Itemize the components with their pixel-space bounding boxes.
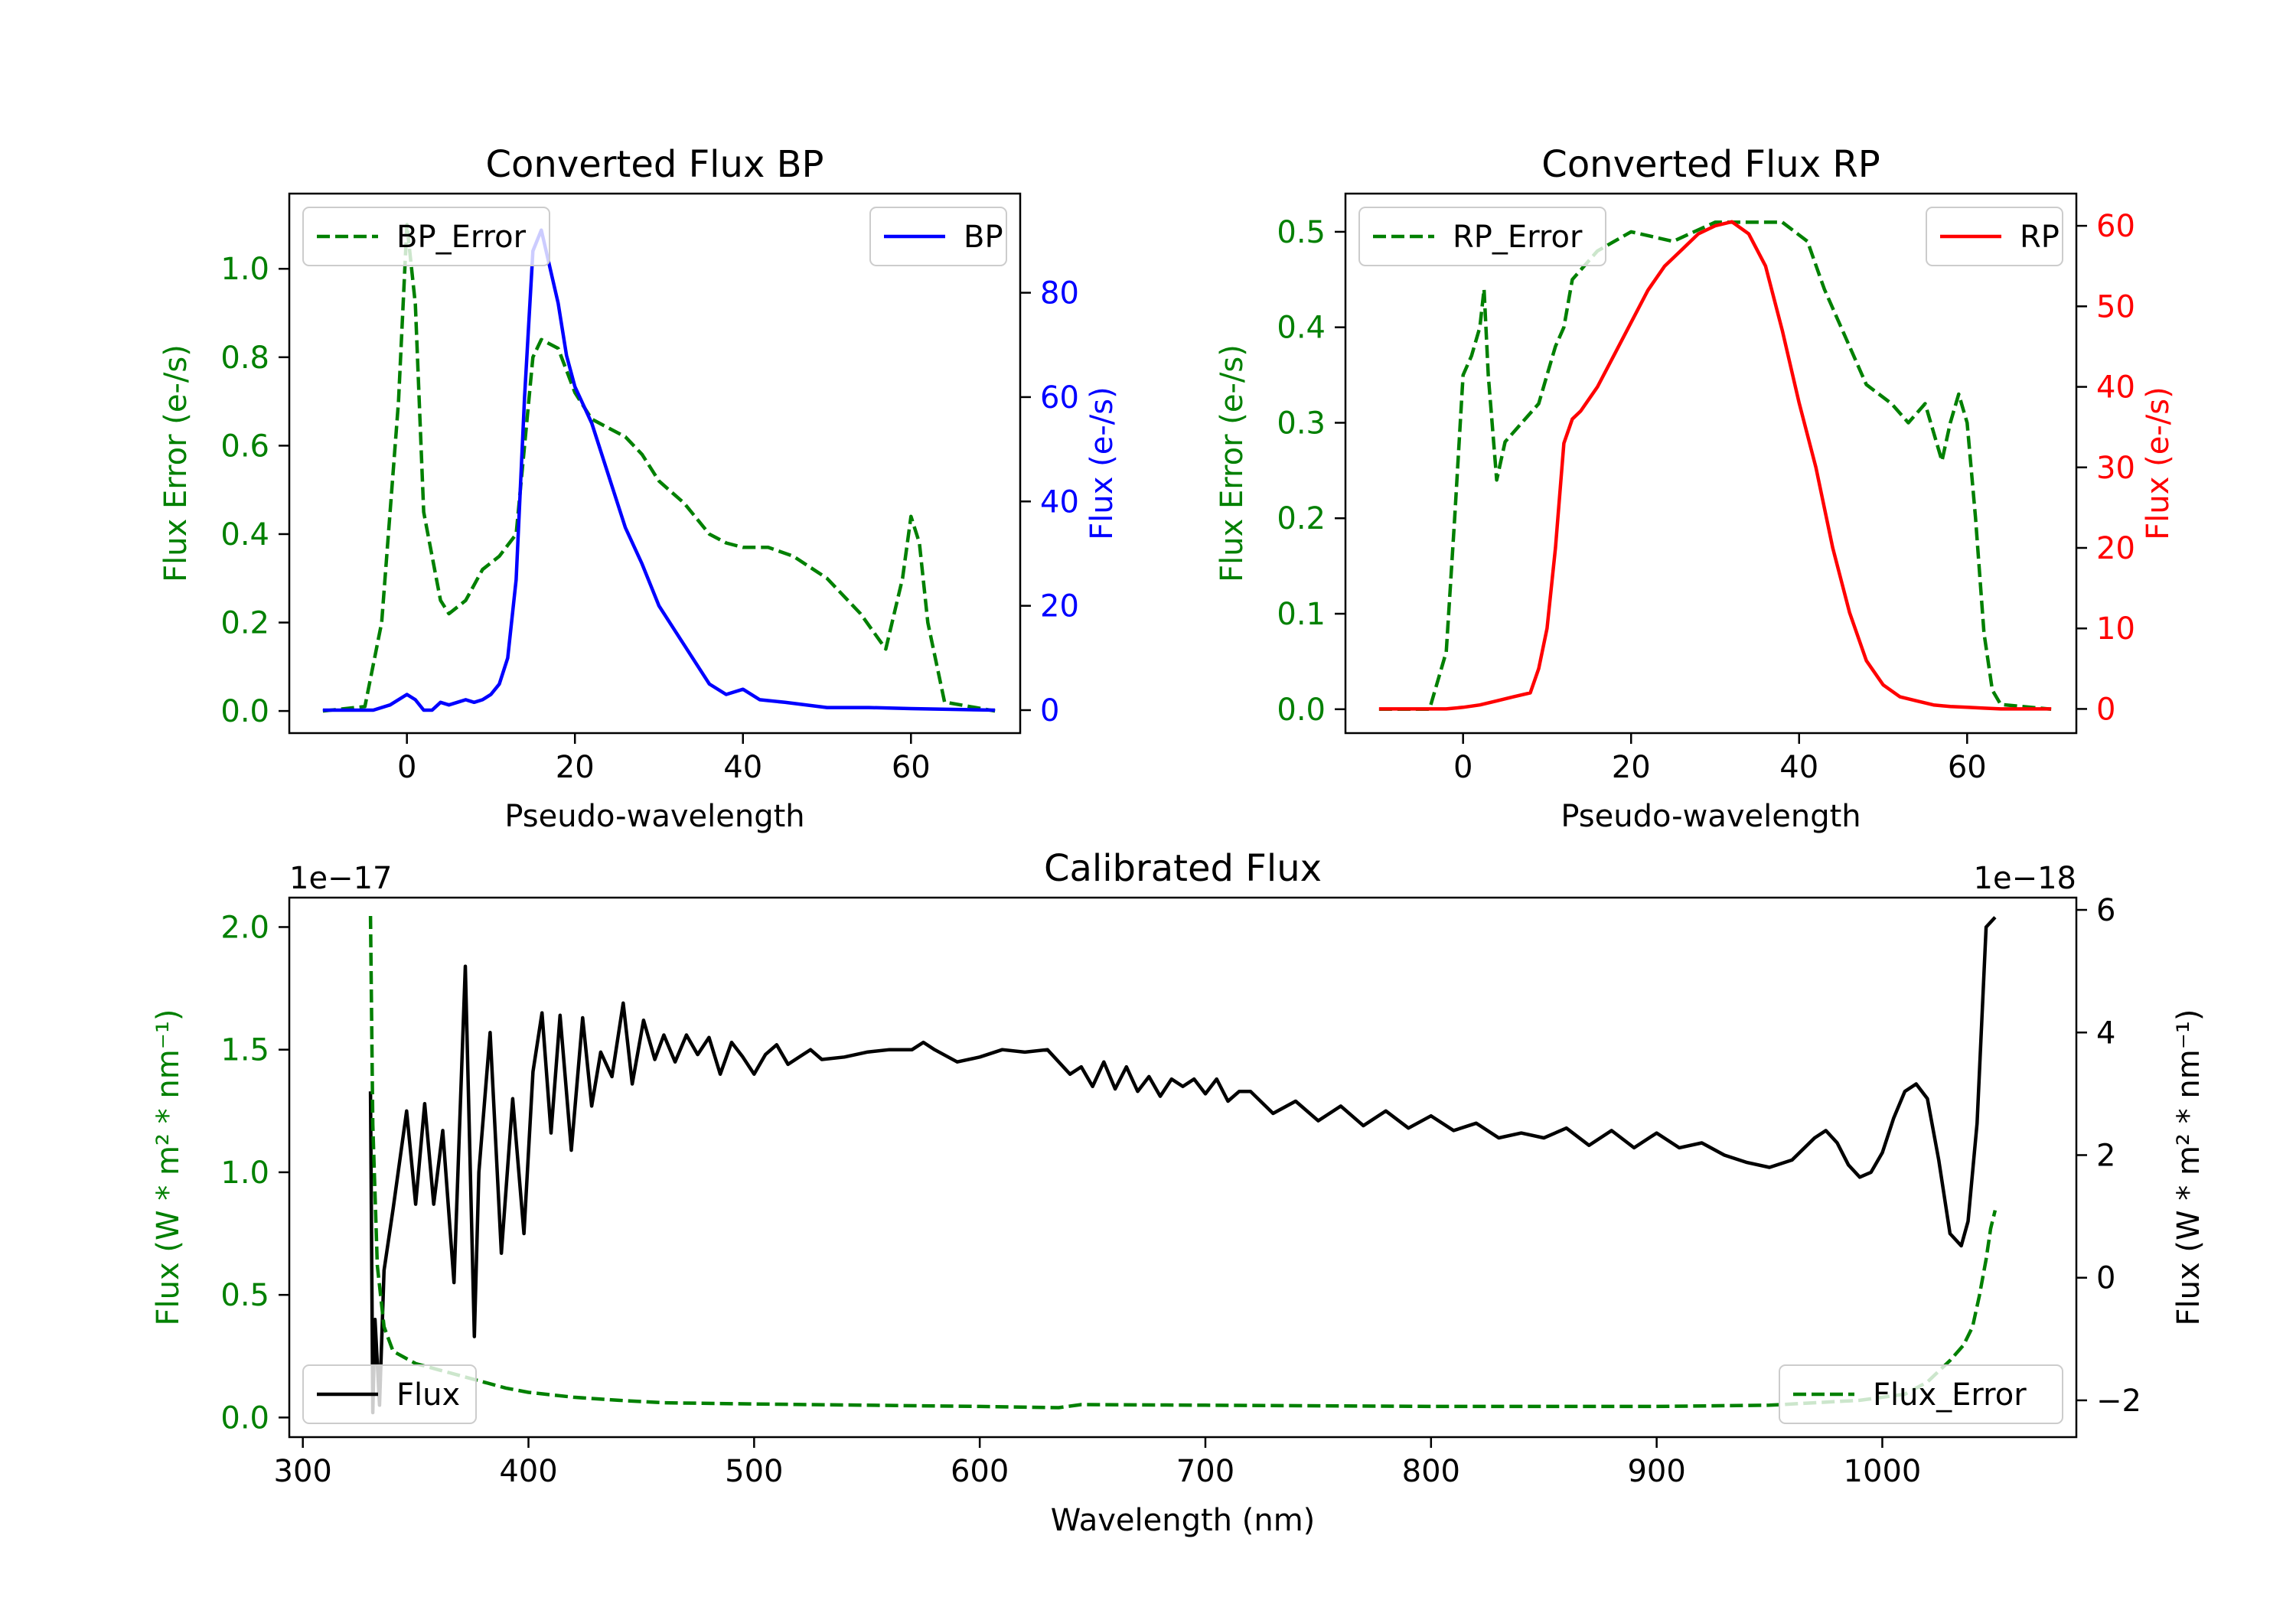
y-left-tick-label: 0.8 bbox=[220, 341, 269, 376]
y-left-tick-label: 0.4 bbox=[220, 517, 269, 553]
x-tick-label: 800 bbox=[1402, 1454, 1460, 1489]
series-line-flux bbox=[368, 916, 1997, 1415]
y-right-tick-label: 20 bbox=[1040, 589, 1079, 624]
x-tick-label: 20 bbox=[556, 750, 595, 785]
x-tick-label: 500 bbox=[725, 1454, 783, 1489]
x-axis-label: Pseudo-wavelength bbox=[504, 799, 804, 834]
chart-title: Converted Flux BP bbox=[486, 143, 824, 186]
series-line-rp bbox=[1378, 220, 2052, 711]
legend-box-left bbox=[302, 207, 550, 266]
y-left-tick-label: 1.5 bbox=[220, 1033, 269, 1068]
series-line-flux-error bbox=[368, 915, 1998, 1410]
y-right-tick-label: 0 bbox=[2096, 692, 2115, 727]
y-left-tick-label: 0.6 bbox=[220, 429, 269, 464]
chart-title: Calibrated Flux bbox=[1044, 847, 1322, 890]
y-left-axis-label: Flux Error (e-/s) bbox=[158, 344, 194, 582]
legend-box-left bbox=[302, 1364, 477, 1424]
plot-frame bbox=[1344, 192, 2078, 735]
y-right-tick-label: 60 bbox=[2096, 209, 2135, 244]
x-axis-label: Pseudo-wavelength bbox=[1561, 799, 1861, 834]
y-left-tick-label: 0.0 bbox=[220, 694, 269, 729]
x-tick-label: 60 bbox=[892, 750, 931, 785]
x-tick-label: 60 bbox=[1948, 750, 1987, 785]
y-left-tick-label: 0.1 bbox=[1277, 597, 1326, 632]
plot-frame bbox=[288, 192, 1022, 735]
x-tick-label: 900 bbox=[1627, 1454, 1685, 1489]
panel-converted-flux-rp: 0 20 40 60 0.0 0.1 0.2 0.3 0.4 0.5 0 10 20 30 40 50 60 Co… bbox=[1215, 143, 2176, 834]
legend-label-right: Flux_Error bbox=[1873, 1377, 2027, 1413]
y-left-tick-label: 0.0 bbox=[220, 1400, 269, 1436]
y-left-tick-label: 0.2 bbox=[220, 606, 269, 641]
y-left-axis-label: Flux Error (e-/s) bbox=[1215, 344, 1250, 582]
y-left-tick-label: 0.5 bbox=[1277, 215, 1326, 250]
legend-box-right bbox=[1779, 1364, 2063, 1424]
chart-title: Converted Flux RP bbox=[1541, 143, 1880, 186]
y-right-tick-label: 60 bbox=[1040, 380, 1079, 416]
x-tick-label: 400 bbox=[499, 1454, 557, 1489]
y-right-tick-label: 30 bbox=[2096, 451, 2135, 486]
y-left-tick-label: 0.5 bbox=[220, 1278, 269, 1313]
x-tick-label: 600 bbox=[951, 1454, 1009, 1489]
x-tick-label: 1000 bbox=[1844, 1454, 1922, 1489]
legend-label-left: BP_Error bbox=[396, 220, 527, 255]
legend-label-right: RP bbox=[2020, 220, 2060, 255]
series-line-rp-error bbox=[1378, 220, 2052, 712]
y-right-tick-label: 0 bbox=[1040, 693, 1059, 729]
y-right-tick-label: 40 bbox=[2096, 370, 2135, 406]
y-right-tick-label: 2 bbox=[2096, 1138, 2115, 1173]
panel-calibrated-flux: 300 400 500 600 700 800 900 1000 0.0 0.5 1.0 1.5 2.0… bbox=[151, 847, 2206, 1538]
y-right-offset-text: 1e−18 bbox=[1974, 861, 2076, 896]
x-tick-label: 0 bbox=[397, 750, 416, 785]
y-left-tick-label: 2.0 bbox=[220, 910, 269, 945]
x-tick-label: 0 bbox=[1453, 750, 1473, 785]
y-left-axis-label: Flux (W * m² * nm⁻¹) bbox=[151, 1009, 186, 1326]
y-right-tick-label: 20 bbox=[2096, 531, 2135, 566]
y-right-tick-label: 4 bbox=[2096, 1015, 2115, 1051]
y-left-tick-label: 0.4 bbox=[1277, 311, 1326, 346]
legend-label-left: Flux bbox=[396, 1377, 460, 1413]
y-left-tick-label: 1.0 bbox=[220, 1156, 269, 1191]
legend-box-left bbox=[1358, 207, 1606, 266]
x-tick-label: 40 bbox=[723, 750, 762, 785]
x-tick-label: 40 bbox=[1779, 750, 1818, 785]
panel-converted-flux-bp: 0 20 40 60 0.0 0.2 0.4 0.6 0.8 1.0 0 20 40 60 80 Conver… bbox=[158, 143, 1120, 834]
y-right-tick-label: −2 bbox=[2096, 1384, 2141, 1419]
y-right-axis-label: Flux (e-/s) bbox=[2141, 386, 2176, 539]
y-right-tick-label: 80 bbox=[1040, 276, 1079, 311]
y-right-tick-label: 10 bbox=[2096, 611, 2135, 647]
y-left-tick-label: 0.0 bbox=[1277, 693, 1326, 728]
y-right-tick-label: 50 bbox=[2096, 289, 2135, 324]
x-tick-label: 300 bbox=[274, 1454, 332, 1489]
series-line-bp-error bbox=[322, 223, 996, 713]
y-right-tick-label: 0 bbox=[2096, 1261, 2115, 1296]
y-left-offset-text: 1e−17 bbox=[289, 861, 392, 896]
y-right-axis-label: Flux (W * m² * nm⁻¹) bbox=[2171, 1009, 2206, 1326]
y-left-tick-label: 0.3 bbox=[1277, 406, 1326, 441]
y-left-tick-label: 0.2 bbox=[1277, 501, 1326, 536]
y-right-tick-label: 40 bbox=[1040, 484, 1079, 520]
x-tick-label: 700 bbox=[1176, 1454, 1234, 1489]
x-tick-label: 20 bbox=[1612, 750, 1651, 785]
y-right-axis-label: Flux (e-/s) bbox=[1084, 386, 1120, 539]
plot-frame bbox=[288, 896, 2078, 1439]
x-axis-label: Wavelength (nm) bbox=[1051, 1503, 1316, 1538]
y-right-tick-label: 6 bbox=[2096, 893, 2115, 928]
legend-label-left: RP_Error bbox=[1453, 220, 1583, 255]
y-left-tick-label: 1.0 bbox=[220, 252, 269, 287]
legend-label-right: BP bbox=[964, 220, 1003, 255]
